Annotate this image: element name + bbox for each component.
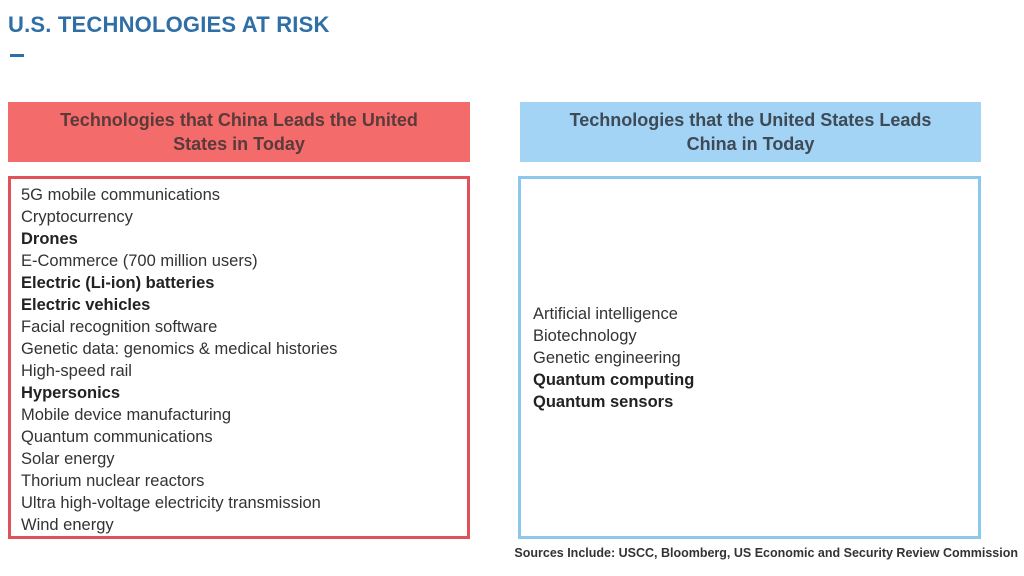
page-title: U.S. TECHNOLOGIES AT RISK (8, 12, 330, 37)
list-item: Cryptocurrency (21, 208, 133, 226)
list-item: Quantum sensors (533, 392, 674, 411)
list-item: Genetic engineering (533, 348, 681, 367)
list-item: Electric (Li-ion) batteries (21, 274, 215, 292)
list-item: Biotechnology (533, 326, 637, 345)
china-leads-header: Technologies that China Leads the United… (8, 102, 470, 162)
list-item: Hypersonics (21, 384, 121, 402)
china-leads-list: 5G mobile communications Cryptocurrency Dr… (8, 176, 470, 539)
list-item: Genetic data: genomics & medical histori… (21, 340, 338, 358)
list-item: Electric vehicles (21, 296, 151, 314)
title-underline (10, 54, 24, 57)
list-item: Facial recognition software (21, 318, 218, 336)
us-leads-list: Artificial intelligence Biotechnology Gene… (518, 176, 981, 539)
sources-note: Sources Include: USCC, Bloomberg, US Eco… (514, 546, 1018, 560)
list-item: Drones (21, 230, 78, 248)
list-item: Wind energy (21, 516, 114, 534)
list-item: E-Commerce (700 million users) (21, 252, 258, 270)
us-leads-header: Technologies that the United States Lead… (520, 102, 981, 162)
list-item: Artificial intelligence (533, 304, 678, 323)
list-item: Solar energy (21, 450, 115, 468)
list-item: 5G mobile communications (21, 186, 220, 204)
list-item: Ultra high-voltage electricity transmiss… (21, 494, 321, 512)
list-item: Quantum computing (533, 370, 695, 389)
list-item: Mobile device manufacturing (21, 406, 232, 424)
list-item: High-speed rail (21, 362, 132, 380)
list-item: Quantum communications (21, 428, 213, 446)
list-item: Thorium nuclear reactors (21, 472, 205, 490)
